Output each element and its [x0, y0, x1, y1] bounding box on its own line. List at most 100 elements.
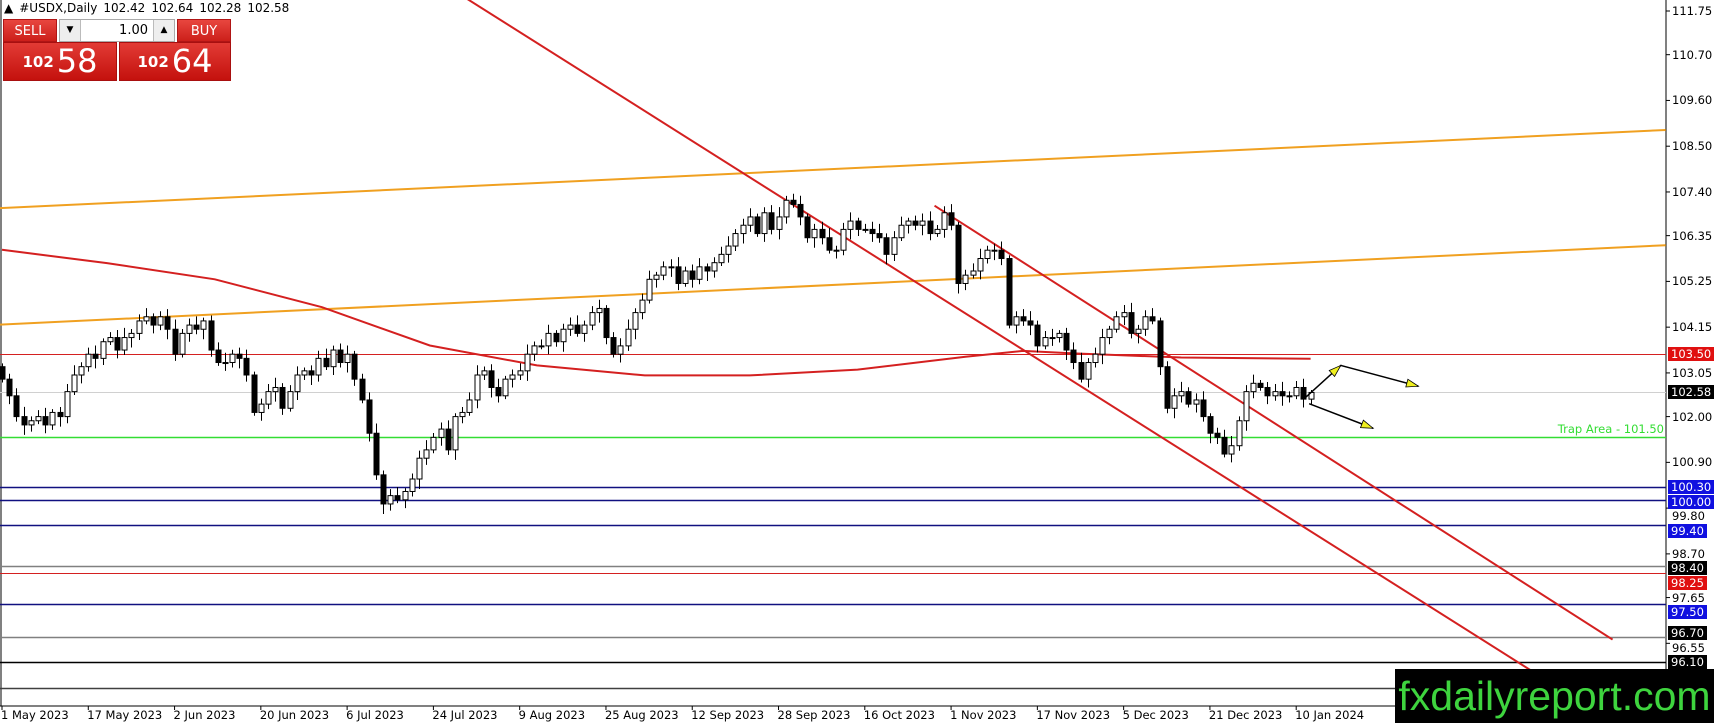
forecast-arrows: [1305, 364, 1420, 429]
candle: [876, 223, 883, 243]
candle: [1264, 382, 1271, 405]
candle: [143, 308, 150, 325]
candle: [790, 193, 797, 208]
quantity-input[interactable]: 1.00: [119, 23, 148, 38]
candle: [1185, 387, 1192, 408]
candle: [49, 409, 56, 430]
candle: [430, 433, 437, 454]
candle: [78, 362, 85, 384]
bullish-candle-body: [567, 324, 574, 330]
watermark-logo: fxdailyreport.com: [1395, 669, 1714, 723]
bullish-candle-body: [596, 307, 603, 314]
price-tick-label: 110.70: [1672, 47, 1713, 62]
date-tick-label: 25 Aug 2023: [604, 708, 679, 722]
candle: [689, 264, 696, 288]
buy-button[interactable]: BUY: [177, 19, 231, 42]
bullish-candle-body: [1042, 337, 1049, 347]
date-tick-label: 6 Jul 2023: [346, 708, 404, 722]
bullish-candle-body: [545, 332, 552, 347]
arrow-head-icon: [1328, 364, 1342, 378]
bearish-candle-body: [1006, 258, 1013, 326]
candle: [696, 258, 703, 285]
candle: [948, 204, 955, 231]
candle: [6, 373, 13, 405]
price-tick-label: 102.00: [1672, 409, 1713, 424]
bullish-candle-body: [761, 212, 768, 235]
bullish-candle-body: [531, 345, 538, 355]
candle: [416, 450, 423, 489]
candle: [797, 195, 804, 226]
bullish-candle-body: [430, 436, 437, 451]
ohlc-low: 102.28: [199, 1, 242, 15]
bearish-candle-body: [876, 233, 883, 239]
candle: [474, 365, 481, 409]
bullish-candle-body: [423, 449, 430, 459]
bullish-candle-body: [970, 270, 977, 276]
price-level-label: 98.25: [1668, 575, 1707, 590]
bullish-candle-body: [157, 316, 164, 326]
bearish-candle-body: [574, 324, 581, 334]
ohlc-close: 102.58: [247, 1, 290, 15]
bearish-candle-body: [42, 416, 49, 426]
candle: [1006, 255, 1013, 329]
candle: [28, 416, 35, 432]
candle: [646, 270, 653, 304]
triangle-up-icon[interactable]: ▲: [4, 1, 14, 15]
bearish-candle-body: [790, 199, 797, 205]
date-tick-label: 17 Nov 2023: [1036, 708, 1111, 722]
candle: [912, 215, 919, 231]
candle: [1106, 325, 1113, 345]
candle: [1013, 311, 1020, 334]
trend-line: [0, 128, 1666, 210]
sell-button[interactable]: SELL: [3, 19, 57, 42]
increase-arrow-icon[interactable]: ▲: [153, 20, 174, 41]
bullish-candle-body: [524, 353, 531, 372]
symbol-timeframe: #USDX,Daily: [19, 1, 98, 15]
candle: [531, 341, 538, 361]
bearish-candle-body: [1207, 416, 1214, 434]
candle: [265, 384, 272, 410]
candle: [243, 349, 250, 382]
candle: [1221, 429, 1228, 458]
decrease-arrow-icon[interactable]: ▼: [60, 20, 81, 41]
bearish-candle-body: [1157, 320, 1164, 368]
bullish-candle-body: [660, 266, 667, 276]
candle: [35, 410, 42, 425]
ohlc-high: 102.64: [151, 1, 194, 15]
candle: [675, 257, 682, 291]
ohlc-open: 102.42: [103, 1, 146, 15]
candle: [229, 349, 236, 368]
candle: [955, 221, 962, 294]
candle: [574, 315, 581, 337]
bearish-candle-body: [1221, 436, 1228, 455]
bullish-candle-body: [632, 312, 639, 330]
candle: [323, 348, 330, 371]
bearish-candle-body: [394, 495, 401, 501]
bullish-candle-body: [35, 416, 42, 422]
bullish-candle-body: [639, 299, 646, 314]
candle: [172, 319, 179, 361]
candle: [344, 345, 351, 373]
bullish-candle-body: [121, 337, 128, 351]
one-click-trading-panel: SELL ▼ 1.00 ▲ BUY 10258 10264: [3, 19, 231, 81]
candles: [0, 193, 1315, 514]
bullish-candle-body: [344, 353, 351, 364]
bullish-candle-body: [1049, 337, 1056, 340]
candle: [998, 241, 1005, 266]
price-tick-label: 99.80: [1672, 509, 1705, 524]
candle: [970, 263, 977, 279]
bearish-candle-body: [279, 386, 286, 409]
bullish-candle-body: [747, 216, 754, 226]
date-tick-label: 9 Aug 2023: [518, 708, 586, 722]
bullish-candle-body: [1171, 395, 1178, 409]
candle: [603, 305, 610, 345]
candle: [251, 371, 258, 416]
buy-price-button[interactable]: 10264: [119, 42, 231, 81]
buy-price-pips: 64: [171, 42, 213, 80]
bearish-candle-body: [172, 328, 179, 355]
quantity-stepper[interactable]: ▼ 1.00 ▲: [59, 19, 175, 42]
sell-price-button[interactable]: 10258: [3, 42, 117, 81]
trend-line: [467, 0, 1559, 689]
trap-area-label: Trap Area - 101.50: [1557, 422, 1664, 437]
